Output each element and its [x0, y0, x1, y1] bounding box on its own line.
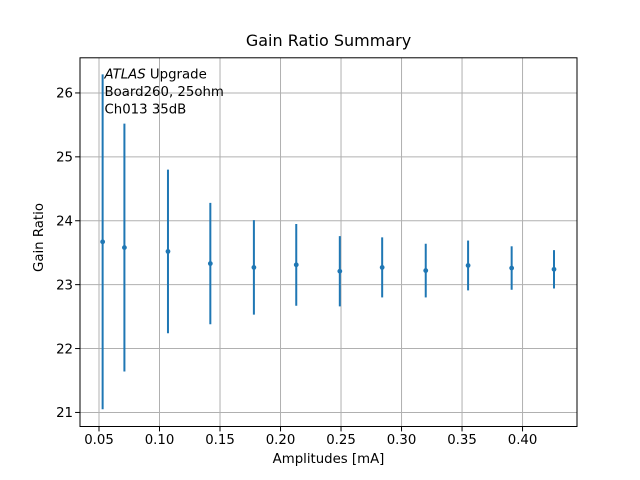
y-tick-label: 21	[56, 406, 73, 421]
data-point-marker	[551, 266, 557, 272]
data-point-marker	[122, 245, 127, 250]
annotation-line-3: Ch013 35dB	[105, 103, 187, 118]
y-tick-label: 23	[56, 278, 73, 293]
y-tick-label: 24	[56, 215, 73, 230]
x-tick-label: 0.25	[326, 433, 356, 448]
grid-lines	[80, 57, 577, 427]
x-tick-label: 0.30	[387, 433, 417, 448]
error-bar-series	[100, 74, 557, 410]
data-point-marker	[100, 239, 106, 245]
data-point-marker	[337, 268, 343, 274]
x-tick-label: 0.10	[145, 433, 175, 448]
x-tick-label: 0.15	[205, 433, 235, 448]
x-tick-label: 0.35	[447, 433, 477, 448]
data-point-marker	[379, 264, 385, 270]
chart-title: Gain Ratio Summary	[246, 31, 411, 50]
annotation-line-1: ATLAS Upgrade	[104, 68, 207, 83]
data-point-marker	[251, 264, 257, 270]
y-tick-label: 25	[56, 151, 73, 166]
y-axis-label: Gain Ratio	[32, 203, 47, 272]
x-tick-label: 0.20	[266, 433, 296, 448]
y-tick-label: 26	[56, 87, 73, 102]
axis-ticks	[75, 92, 524, 432]
data-point-marker	[423, 268, 429, 273]
data-point-marker	[465, 263, 471, 268]
data-point-marker	[293, 262, 299, 268]
annotation-atlas: ATLAS	[104, 68, 147, 83]
x-axis-label: Amplitudes [mA]	[273, 452, 385, 467]
data-point-marker	[207, 261, 213, 266]
data-point-marker	[165, 249, 171, 254]
data-point-marker	[509, 265, 515, 271]
x-tick-label: 0.40	[508, 433, 538, 448]
x-tick-label: 0.05	[84, 433, 114, 448]
annotation-line-2: Board260, 25ohm	[105, 85, 224, 100]
annotation-upgrade: Upgrade	[146, 68, 207, 83]
tick-labels: 0.05 0.10 0.15 0.20 0.25 0.30 0.35 0.40 21 22 23 24…	[56, 87, 537, 448]
plot-border	[79, 57, 578, 428]
y-tick-label: 22	[56, 342, 73, 357]
